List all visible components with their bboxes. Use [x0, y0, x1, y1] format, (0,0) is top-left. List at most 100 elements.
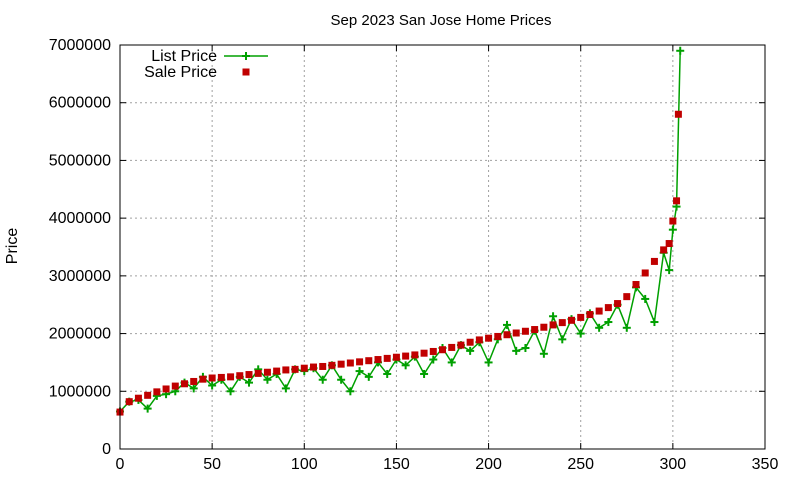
- sale-price-point: [346, 359, 354, 367]
- list-price-point: [512, 346, 521, 355]
- list-price-point: [364, 372, 373, 381]
- sale-price-point: [558, 319, 566, 327]
- plot-series: [116, 46, 685, 416]
- list-price-point: [143, 404, 152, 413]
- sale-price-point: [568, 316, 575, 324]
- list-price-point: [346, 387, 355, 396]
- sale-price-point: [531, 326, 539, 334]
- y-tick-label: 5000000: [49, 152, 111, 169]
- sale-price-point: [199, 375, 207, 383]
- sale-price-point: [227, 373, 235, 381]
- sale-price-point: [494, 332, 502, 340]
- y-tick-label: 6000000: [49, 95, 111, 112]
- y-tick-label: 3000000: [49, 268, 111, 285]
- y-axis-title: Price: [4, 228, 21, 265]
- legend-label-sale-price: Sale Price: [144, 64, 217, 81]
- sale-price-point: [144, 391, 152, 399]
- sale-price-point: [540, 323, 548, 331]
- list-price-point: [604, 318, 613, 327]
- sale-price-point: [125, 398, 133, 406]
- sale-price-point: [171, 382, 179, 390]
- sale-price-point: [217, 373, 225, 381]
- sale-price-point: [604, 304, 612, 312]
- list-price-point: [558, 335, 567, 344]
- sale-price-point: [208, 374, 216, 382]
- sale-price-point: [665, 240, 673, 248]
- sale-price-point: [328, 361, 336, 369]
- sale-price-point: [457, 341, 465, 349]
- sale-price-point: [466, 338, 474, 346]
- list-price-point: [447, 358, 456, 367]
- sale-price-point: [356, 358, 364, 366]
- list-price-point: [337, 375, 346, 384]
- sale-price-point: [660, 246, 668, 254]
- sale-price-point: [245, 371, 253, 379]
- list-price-point: [484, 358, 493, 367]
- sale-price-point: [254, 369, 262, 377]
- y-tick-label: 7000000: [49, 37, 111, 54]
- list-price-point: [622, 323, 631, 332]
- sale-price-point: [475, 336, 483, 344]
- legend-label-list-price: List Price: [151, 48, 217, 65]
- list-price-point: [383, 369, 392, 378]
- sale-price-point: [374, 356, 382, 364]
- sale-price-point: [162, 385, 170, 393]
- sale-price-point: [614, 300, 622, 308]
- x-tick-label: 50: [203, 456, 221, 473]
- list-price-point: [503, 320, 511, 329]
- sale-price-point: [383, 354, 391, 362]
- sale-price-point: [392, 353, 400, 361]
- sale-price-point: [319, 362, 327, 370]
- list-price-point: [226, 387, 235, 396]
- sale-price-point: [153, 388, 161, 396]
- sale-price-point: [282, 366, 290, 374]
- sale-price-point: [402, 352, 410, 360]
- list-price-point: [420, 369, 429, 378]
- y-tick-label: 1000000: [49, 383, 111, 400]
- list-price-point: [650, 318, 659, 327]
- list-price-point: [539, 349, 548, 358]
- sale-price-point: [632, 281, 640, 289]
- plot-frame: [119, 44, 766, 450]
- list-price-line: [119, 50, 681, 413]
- list-price-point: [281, 384, 290, 393]
- x-tick-label: 200: [475, 456, 502, 473]
- x-tick-label: 250: [567, 456, 594, 473]
- list-price-point: [676, 46, 685, 55]
- sale-price-point: [429, 347, 437, 355]
- sale-price-point: [595, 307, 603, 315]
- list-price-point: [401, 361, 410, 370]
- x-tick-label: 0: [116, 456, 125, 473]
- sale-price-point: [181, 380, 188, 388]
- sale-price-point: [190, 377, 198, 385]
- list-price-point: [429, 355, 438, 364]
- axis-ticks: 0 50 100 150 200 250 300 350 0 1000000 2000000 3000…: [49, 37, 779, 473]
- x-tick-label: 150: [383, 456, 410, 473]
- sale-price-point: [673, 197, 681, 205]
- sale-price-point: [291, 365, 299, 373]
- sale-price-point: [273, 367, 281, 375]
- list-price-point: [263, 375, 272, 384]
- list-price-point: [665, 266, 674, 275]
- sale-price-point: [549, 321, 557, 329]
- list-price-point: [318, 375, 327, 384]
- list-price-point: [668, 225, 677, 234]
- list-price-point: [466, 346, 475, 355]
- sale-price-point: [577, 313, 585, 321]
- sale-price-point: [641, 269, 649, 277]
- sale-price-point: [365, 357, 373, 365]
- sale-price-point: [263, 368, 271, 376]
- sale-price-point: [439, 346, 446, 354]
- sale-price-point: [448, 343, 456, 351]
- x-tick-label: 350: [752, 456, 779, 473]
- sale-price-point: [236, 372, 244, 380]
- sale-price-point: [521, 327, 529, 335]
- list-price-point: [549, 312, 558, 321]
- sale-price-point: [420, 349, 428, 357]
- list-price-point: [189, 384, 198, 393]
- x-tick-label: 300: [660, 456, 687, 473]
- sale-price-point: [134, 394, 142, 402]
